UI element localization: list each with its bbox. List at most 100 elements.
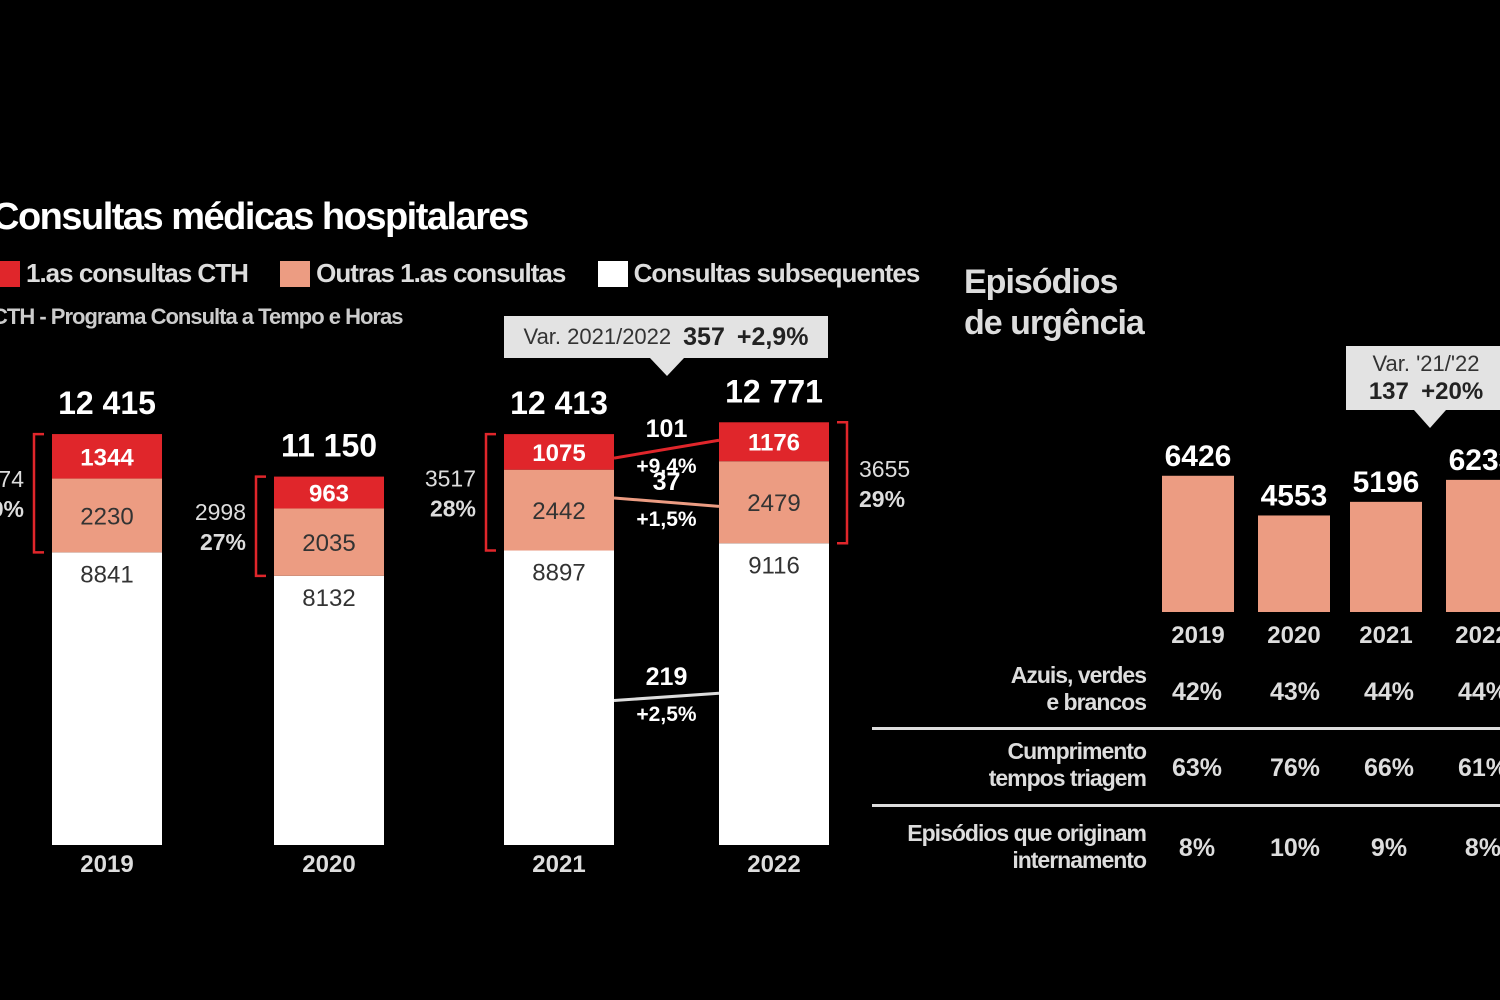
bar-segment-2021-0 — [504, 550, 614, 845]
table-cell-r2-2021: 66% — [1363, 754, 1415, 782]
table-cell-r2-2022: 61% — [1457, 754, 1500, 782]
row-3-label-line-2: internamento — [1012, 847, 1147, 873]
bar-total-2019: 12 415 — [58, 385, 156, 421]
episodes-variation-callout: Var. '21/'22 137 +20% — [1346, 346, 1500, 410]
legend-swatch-cth — [0, 260, 20, 287]
table-cell-r2-2020: 76% — [1269, 754, 1321, 782]
variation-pct: +2,9% — [736, 322, 809, 351]
bar-segment-2020-2 — [274, 476, 384, 509]
first-consults-value-2021: 3517 — [425, 465, 476, 491]
bar-segment-2020-1 — [274, 508, 384, 576]
episodes-title: Episódios de urgência — [964, 262, 1145, 344]
stacked-bar-chart: 8841 2230 1344 12 415 2019 3574 29% 8132 2035 963… — [0, 373, 910, 878]
episodes-variation-pointer — [1414, 410, 1446, 428]
episodes-value-2020: 4553 — [1261, 479, 1328, 512]
bar-value-2019-1: 2230 — [80, 503, 133, 530]
legend-swatch-subsequent — [597, 260, 628, 287]
legend-label-other-first: Outras 1.as consultas — [316, 258, 566, 288]
row-1-label-line-1: Azuis, verdes — [1010, 662, 1147, 688]
episodes-value-2021: 5196 — [1353, 466, 1420, 499]
x-tick-2022: 2022 — [747, 851, 800, 878]
bar-value-2021-0: 8897 — [532, 560, 585, 587]
x-tick-2020: 2020 — [302, 851, 355, 878]
series-variation-abs-2: 101 — [646, 415, 688, 443]
bracket-2019 — [32, 432, 44, 554]
bar-segment-2022-1 — [719, 461, 829, 544]
episodes-variation-pct: +20% — [1421, 378, 1484, 405]
first-consults-value-2020: 2998 — [195, 499, 246, 525]
row-2-label-line-1: Cumprimento — [1007, 738, 1148, 764]
bar-total-2020: 11 150 — [281, 428, 377, 464]
row-2-label-line-2: tempos triagem — [988, 765, 1147, 791]
x-tick-2021: 2021 — [532, 851, 585, 878]
legend-label-cth: 1.as consultas CTH — [26, 258, 249, 288]
first-consults-pct-2022: 29% — [859, 486, 905, 512]
bar-segment-2019-1 — [52, 478, 162, 553]
table-cell-r2-2019: 63% — [1171, 754, 1223, 782]
legend-swatch-other-first — [280, 260, 311, 287]
episodes-bar-2020 — [1258, 515, 1330, 612]
table-cell-r3-2022: 8% — [1464, 834, 1500, 862]
episodes-variation-label: Var. '21/'22 — [1372, 351, 1480, 376]
first-consults-value-2022: 3655 — [859, 456, 910, 482]
variation-label: Var. 2021/2022 — [523, 324, 672, 349]
table-cell-r3-2020: 10% — [1269, 834, 1321, 862]
bar-segment-2022-0 — [719, 543, 829, 845]
bar-segment-2019-0 — [52, 552, 162, 845]
bar-segment-2021-1 — [504, 469, 614, 551]
bar-value-2021-1: 2442 — [532, 498, 585, 525]
row-1-label-line-2: e brancos — [1046, 689, 1147, 715]
x-tick-2019: 2019 — [80, 851, 133, 878]
episodes-bar-chart: 6426 2019 4553 2020 5196 2021 6233 2022 — [1162, 440, 1500, 649]
episodes-value-2022: 6233 — [1449, 444, 1500, 477]
table-separator-2 — [872, 804, 1500, 807]
bar-value-2020-2: 963 — [309, 481, 349, 508]
table-cell-r3-2019: 8% — [1178, 834, 1216, 862]
table-cell-r3-2021: 9% — [1370, 834, 1408, 862]
bar-value-2022-0: 9116 — [748, 552, 800, 579]
bar-segment-2020-0 — [274, 575, 384, 845]
first-consults-value-2019: 3574 — [0, 466, 24, 492]
episodes-bar-2019 — [1162, 475, 1234, 612]
episodes-variation-abs: 137 — [1368, 378, 1409, 405]
episodes-x-tick-2020: 2020 — [1267, 622, 1320, 649]
legend-item-subsequent: Consultas subsequentes — [597, 258, 921, 289]
series-variation-pct-1: +1,5% — [636, 508, 696, 531]
episodes-x-tick-2022: 2022 — [1455, 622, 1500, 649]
bar-value-2020-1: 2035 — [302, 530, 355, 557]
table-row-label-1: Azuis, verdes e brancos — [1010, 662, 1147, 716]
episodes-title-line-1: Episódios — [964, 263, 1118, 301]
bar-segment-2021-2 — [504, 434, 614, 470]
bracket-2020 — [254, 475, 266, 578]
series-variation-pct-0: +2,5% — [636, 703, 696, 726]
episodes-x-tick-2019: 2019 — [1171, 622, 1224, 649]
bracket-2022 — [837, 421, 849, 545]
variation-line-2 — [613, 438, 720, 460]
bar-value-2019-2: 1344 — [80, 444, 134, 471]
table-separator-1 — [872, 727, 1500, 730]
variation-line-1 — [613, 496, 720, 508]
table-cell-r1-2021: 44% — [1363, 678, 1415, 706]
first-consults-pct-2020: 27% — [200, 529, 246, 555]
bar-segment-2022-2 — [719, 422, 829, 462]
table-row-label-2: Cumprimento tempos triagem — [988, 738, 1148, 792]
bar-segment-2019-2 — [52, 434, 162, 479]
episodes-bar-2021 — [1350, 501, 1422, 612]
legend-label-subsequent: Consultas subsequentes — [633, 258, 921, 288]
row-3-label-line-1: Episódios que originam — [907, 820, 1147, 846]
episodes-title-line-2: de urgência — [964, 304, 1145, 342]
variation-abs: 357 — [683, 322, 725, 351]
bar-value-2022-1: 2479 — [747, 490, 800, 517]
bar-value-2021-2: 1075 — [532, 440, 585, 467]
series-variation-pct-2: +9,4% — [636, 455, 696, 478]
table-cell-r1-2022: 44% — [1457, 678, 1500, 706]
table-cell-r1-2020: 43% — [1269, 678, 1321, 706]
bar-value-2022-2: 1176 — [748, 430, 800, 457]
episodes-bar-2022 — [1446, 479, 1500, 612]
bar-total-2022: 12 771 — [725, 373, 823, 409]
variation-pointer — [650, 358, 684, 376]
table-cell-r1-2019: 42% — [1171, 678, 1223, 706]
variation-line-0 — [613, 691, 720, 703]
legend-item-other-first: Outras 1.as consultas — [280, 258, 566, 289]
bar-value-2019-0: 8841 — [80, 561, 133, 588]
